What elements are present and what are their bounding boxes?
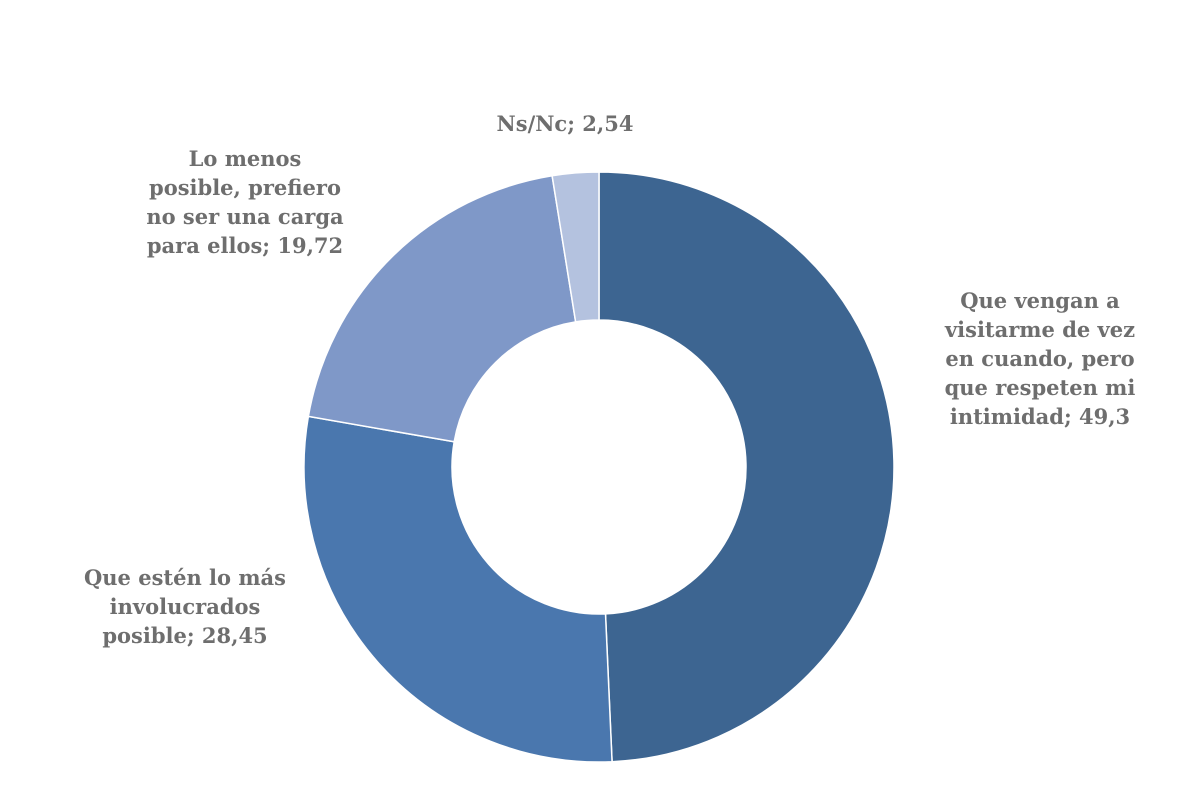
chart-slices bbox=[303, 171, 895, 763]
data-label-nsnc: Ns/Nc; 2,54 bbox=[496, 111, 634, 136]
slice-nsnc bbox=[551, 171, 600, 323]
data-label-visit: Que vengan a visitarme de vez en cuando,… bbox=[944, 288, 1136, 429]
slice-involved bbox=[303, 415, 613, 763]
data-label-involved: Que estén lo más involucrados posible; 2… bbox=[83, 565, 286, 648]
slice-visit bbox=[598, 171, 895, 763]
slice-least bbox=[307, 174, 577, 443]
data-label-least: Lo menos posible, prefiero no ser una ca… bbox=[146, 146, 344, 258]
